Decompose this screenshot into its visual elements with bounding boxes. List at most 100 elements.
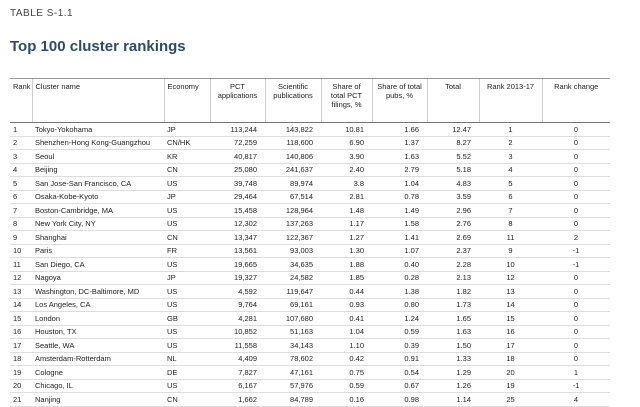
table-row: 13 Washington, DC-Baltimore, MD US 4,592 119… — [10, 284, 610, 299]
table-cell: 143,822 — [265, 122, 321, 137]
table-cell: CN — [164, 230, 210, 245]
table-row: 5 San Jose-San Francisco, CA US 39,748 89,97… — [10, 176, 610, 191]
table-row: 7 Boston-Cambridge, MA US 15,458 128,964 1.48… — [10, 203, 610, 218]
table-cell: 0.75 — [321, 365, 372, 380]
table-cell: NL — [164, 352, 210, 366]
table-cell: 1 — [479, 122, 542, 137]
table-cell: 17 — [479, 338, 542, 353]
table-cell: 11,558 — [210, 338, 265, 353]
table-cell: 119,647 — [265, 284, 321, 299]
table-cell: 34,143 — [265, 338, 321, 353]
table-cell: 1.37 — [372, 136, 427, 150]
table-row: 20 Chicago, IL US 6,167 57,976 0.59 0.67 1.26 19… — [10, 379, 610, 393]
table-cell: Boston-Cambridge, MA — [32, 203, 164, 218]
table-cell: 0.40 — [372, 257, 427, 272]
column-header: Economy — [163, 78, 210, 123]
table-cell: 57,976 — [265, 379, 321, 393]
table-cell: Shanghai — [32, 230, 164, 245]
table-cell: 2.40 — [321, 163, 372, 177]
table-cell: 4 — [542, 392, 610, 407]
table-cell: 2.76 — [427, 217, 479, 231]
table-cell: JP — [164, 271, 210, 285]
table-cell: 1.50 — [427, 338, 479, 353]
table-cell: San Jose-San Francisco, CA — [32, 176, 164, 191]
table-cell: 12,302 — [210, 217, 265, 231]
column-header: Rank 2013-17 — [478, 78, 542, 123]
table-cell: 7,827 — [210, 365, 265, 380]
table-cell: 1.48 — [321, 203, 372, 218]
table-cell: 1.24 — [372, 311, 427, 326]
table-cell: 11 — [479, 230, 542, 245]
table-cell: 93,003 — [265, 244, 321, 258]
table-cell: 122,367 — [265, 230, 321, 245]
table-title: Top 100 cluster rankings — [10, 38, 186, 55]
table-cell: 1.30 — [321, 244, 372, 258]
table-cell: 0.98 — [372, 392, 427, 407]
table-cell: 47,161 — [265, 365, 321, 380]
table-cell: 1.63 — [372, 149, 427, 164]
table-cell: 1.26 — [427, 379, 479, 393]
table-cell: 1.88 — [321, 257, 372, 272]
table-cell: 1.27 — [321, 230, 372, 245]
table-row: 1 Tokyo-Yokohama JP 113,244 143,822 10.81 1.66… — [10, 122, 610, 137]
table-cell: 0.91 — [372, 352, 427, 366]
table-cell: 16 — [10, 325, 32, 339]
column-header: Scientific publications — [264, 78, 321, 123]
table-cell: 2.69 — [427, 230, 479, 245]
column-header: Share of total PCT filings, % — [320, 78, 372, 123]
table-cell: 1.38 — [372, 284, 427, 299]
header-row: Rank Cluster name Economy PCT applications S… — [10, 78, 610, 123]
table-cell: 241,637 — [265, 163, 321, 177]
column-header: Rank — [10, 78, 32, 123]
table-cell: 3.8 — [321, 176, 372, 191]
table-cell: 12.47 — [427, 122, 479, 137]
column-header: Total — [426, 78, 479, 123]
table-cell: 9 — [479, 244, 542, 258]
table-row: 21 Nanjing CN 1,662 84,789 0.16 0.98 1.14 25 4 — [10, 392, 610, 407]
table-row: 4 Beijing CN 25,080 241,637 2.40 2.79 5.18 4 0 — [10, 163, 610, 177]
table-cell: 128,964 — [265, 203, 321, 218]
table-cell: 0.41 — [321, 311, 372, 326]
table-cell: 4,409 — [210, 352, 265, 366]
table-cell: 9 — [10, 230, 32, 245]
table-cell: 0 — [542, 190, 610, 204]
column-header: Cluster name — [31, 78, 164, 123]
table-cell: 1.29 — [427, 365, 479, 380]
table-cell: US — [164, 257, 210, 272]
table-cell: 7 — [479, 203, 542, 218]
table-cell: CN — [164, 392, 210, 407]
table-cell: 10 — [479, 257, 542, 272]
table-cell: 12 — [479, 271, 542, 285]
table-cell: 69,161 — [265, 298, 321, 312]
table-cell: 6.90 — [321, 136, 372, 150]
table-cell: 34,635 — [265, 257, 321, 272]
table-cell: 40,817 — [210, 149, 265, 164]
table-cell: 6 — [10, 190, 32, 204]
table-cell: US — [164, 203, 210, 218]
table-cell: 8 — [479, 217, 542, 231]
table-cell: 5.18 — [427, 163, 479, 177]
table-cell: 2.79 — [372, 163, 427, 177]
table-row: 12 Nagoya JP 19,327 24,582 1.85 0.28 2.13 12 0 — [10, 271, 610, 285]
table-row: 16 Houston, TX US 10,852 51,163 1.04 0.59 1.63 1… — [10, 325, 610, 339]
table-cell: 1.07 — [372, 244, 427, 258]
table-cell: New York City, NY — [32, 217, 164, 231]
table-cell: 8.27 — [427, 136, 479, 150]
table-cell: 10,852 — [210, 325, 265, 339]
table-cell: 2 — [10, 136, 32, 150]
table-cell: 10.81 — [321, 122, 372, 137]
table-cell: 4 — [10, 163, 32, 177]
table-cell: US — [164, 284, 210, 299]
table-cell: 13,561 — [210, 244, 265, 258]
table-cell: 118,600 — [265, 136, 321, 150]
table-cell: 1.17 — [321, 217, 372, 231]
table-cell: 0 — [542, 311, 610, 326]
table-cell: 84,789 — [265, 392, 321, 407]
table-cell: 18 — [479, 352, 542, 366]
table-cell: 1.14 — [427, 392, 479, 407]
table-cell: 0.78 — [372, 190, 427, 204]
table-cell: 0 — [542, 338, 610, 353]
table-cell: 0 — [542, 163, 610, 177]
table-cell: 0 — [542, 122, 610, 137]
table-cell: US — [164, 176, 210, 191]
